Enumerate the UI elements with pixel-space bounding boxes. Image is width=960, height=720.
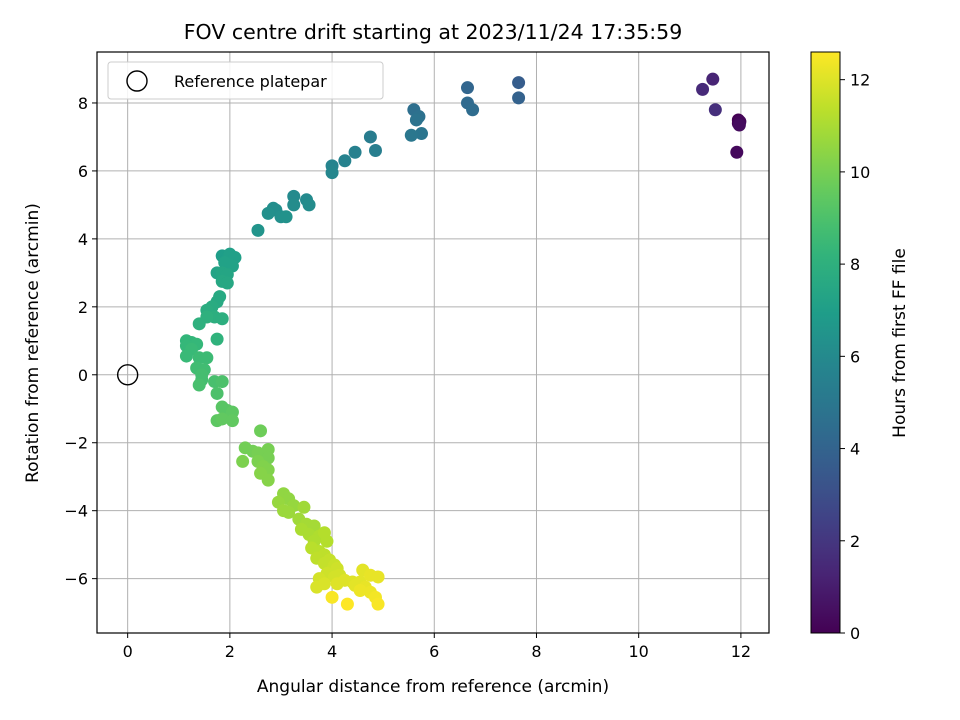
colorbar-tick-label: 10 bbox=[850, 163, 870, 182]
data-point bbox=[338, 154, 352, 168]
grid-lines bbox=[97, 52, 769, 633]
reference-platepar-marker bbox=[116, 364, 139, 386]
colorbar-label: Hours from first FF file bbox=[890, 248, 910, 438]
data-point bbox=[363, 130, 377, 144]
colorbar-tick-label: 12 bbox=[850, 71, 870, 90]
data-point bbox=[200, 351, 214, 365]
colorbar bbox=[811, 52, 840, 633]
data-point bbox=[215, 375, 229, 389]
data-point bbox=[282, 505, 296, 519]
x-tick-label: 4 bbox=[327, 642, 337, 661]
data-point bbox=[215, 312, 229, 326]
data-point bbox=[732, 118, 746, 132]
y-tick-label: −2 bbox=[64, 434, 88, 453]
data-point bbox=[512, 76, 526, 90]
y-tick-label: −6 bbox=[64, 570, 88, 589]
data-point bbox=[261, 473, 275, 487]
data-point bbox=[215, 412, 229, 426]
data-points bbox=[179, 72, 747, 611]
data-point bbox=[706, 72, 720, 86]
legend-box bbox=[107, 61, 384, 100]
data-point bbox=[261, 206, 275, 220]
colorbar-frame bbox=[810, 51, 841, 634]
colorbar-tick-label: 8 bbox=[850, 255, 860, 274]
y-axis-ticks: −6 −4 −2 0 2 4 6 8 bbox=[64, 94, 97, 589]
colorbar-tick-label: 6 bbox=[850, 347, 860, 366]
data-point bbox=[302, 198, 316, 212]
data-point bbox=[348, 145, 362, 159]
x-tick-label: 0 bbox=[123, 642, 133, 661]
y-tick-label: 2 bbox=[78, 298, 88, 317]
x-tick-label: 6 bbox=[429, 642, 439, 661]
legend: Reference platepar bbox=[107, 61, 384, 100]
colorbar-tick-label: 2 bbox=[850, 532, 860, 551]
legend-entry-reference: Reference platepar bbox=[174, 72, 327, 91]
data-point bbox=[409, 113, 423, 127]
x-tick-label: 10 bbox=[629, 642, 649, 661]
colorbar-ticks: 0 2 4 6 8 10 12 bbox=[840, 71, 870, 643]
data-point bbox=[254, 424, 268, 438]
plot-frame bbox=[96, 51, 770, 634]
data-point bbox=[236, 454, 250, 468]
y-tick-label: 8 bbox=[78, 94, 88, 113]
data-point bbox=[179, 349, 193, 363]
data-point bbox=[210, 386, 224, 400]
data-point bbox=[371, 597, 385, 611]
data-point bbox=[353, 584, 367, 598]
data-point bbox=[297, 500, 311, 514]
data-point bbox=[251, 223, 265, 237]
data-point bbox=[415, 127, 429, 141]
data-point bbox=[320, 534, 334, 548]
data-point bbox=[512, 91, 526, 105]
data-point bbox=[730, 145, 744, 159]
data-point bbox=[696, 82, 710, 96]
data-point bbox=[287, 198, 301, 212]
x-tick-label: 2 bbox=[225, 642, 235, 661]
data-point bbox=[279, 210, 293, 224]
x-axis-label: Angular distance from reference (arcmin) bbox=[257, 677, 609, 697]
data-point bbox=[708, 103, 722, 117]
chart-title: FOV centre drift starting at 2023/11/24 … bbox=[184, 20, 683, 44]
colorbar-tick-label: 0 bbox=[850, 624, 860, 643]
data-point bbox=[460, 81, 474, 95]
x-tick-label: 12 bbox=[731, 642, 751, 661]
data-point bbox=[220, 276, 234, 290]
data-point bbox=[317, 577, 331, 591]
data-point bbox=[325, 590, 339, 604]
y-tick-label: −4 bbox=[64, 502, 88, 521]
data-point bbox=[210, 332, 224, 346]
y-axis-label: Rotation from reference (arcmin) bbox=[23, 203, 43, 483]
data-point bbox=[404, 128, 418, 142]
x-tick-label: 8 bbox=[531, 642, 541, 661]
colorbar-tick-label: 4 bbox=[850, 440, 860, 459]
data-point bbox=[369, 144, 383, 158]
data-point bbox=[192, 378, 206, 392]
data-point bbox=[340, 597, 354, 611]
data-point bbox=[225, 414, 239, 428]
data-point bbox=[371, 570, 385, 584]
data-point bbox=[192, 317, 206, 331]
legend-marker-icon bbox=[126, 70, 148, 92]
data-point bbox=[466, 103, 480, 117]
x-axis-ticks: 0 2 4 6 8 10 12 bbox=[123, 633, 751, 661]
y-tick-label: 6 bbox=[78, 162, 88, 181]
data-point bbox=[325, 166, 339, 180]
y-tick-label: 4 bbox=[78, 230, 88, 249]
y-tick-label: 0 bbox=[78, 366, 88, 385]
